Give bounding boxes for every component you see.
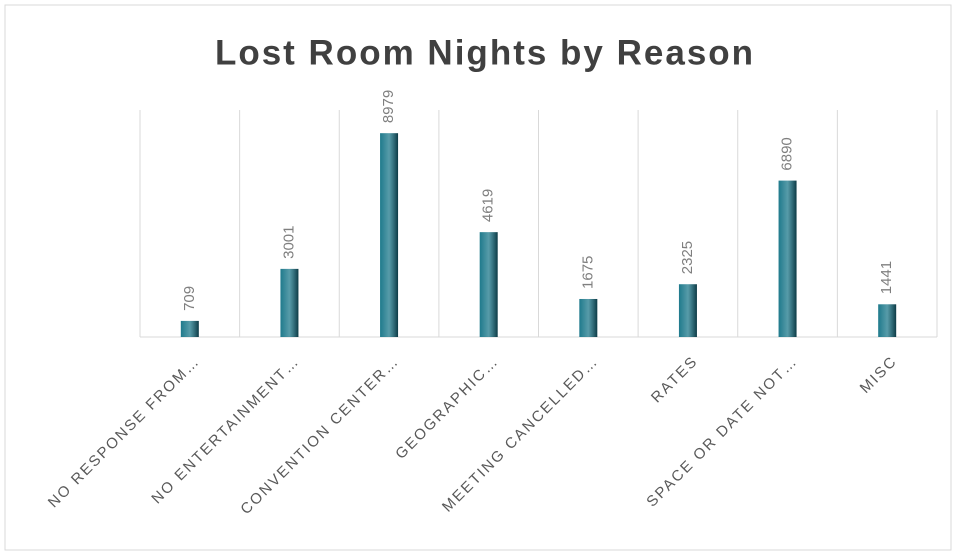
data-label: 2325: [679, 241, 696, 274]
bar: [678, 284, 697, 337]
chart-title: Lost Room Nights by Reason: [215, 33, 755, 72]
data-label: 8979: [380, 90, 397, 123]
data-label: 6890: [779, 137, 796, 170]
bar: [579, 298, 598, 337]
data-label: 3001: [280, 226, 297, 259]
bar: [180, 320, 199, 337]
bar: [479, 232, 498, 337]
data-label: 4619: [480, 189, 497, 222]
data-label: 1675: [579, 256, 596, 289]
bar: [280, 268, 299, 337]
data-label: 1441: [878, 261, 895, 294]
data-label: 709: [181, 286, 198, 311]
bar: [778, 180, 797, 337]
bar: [380, 133, 399, 337]
bar: [878, 304, 897, 337]
